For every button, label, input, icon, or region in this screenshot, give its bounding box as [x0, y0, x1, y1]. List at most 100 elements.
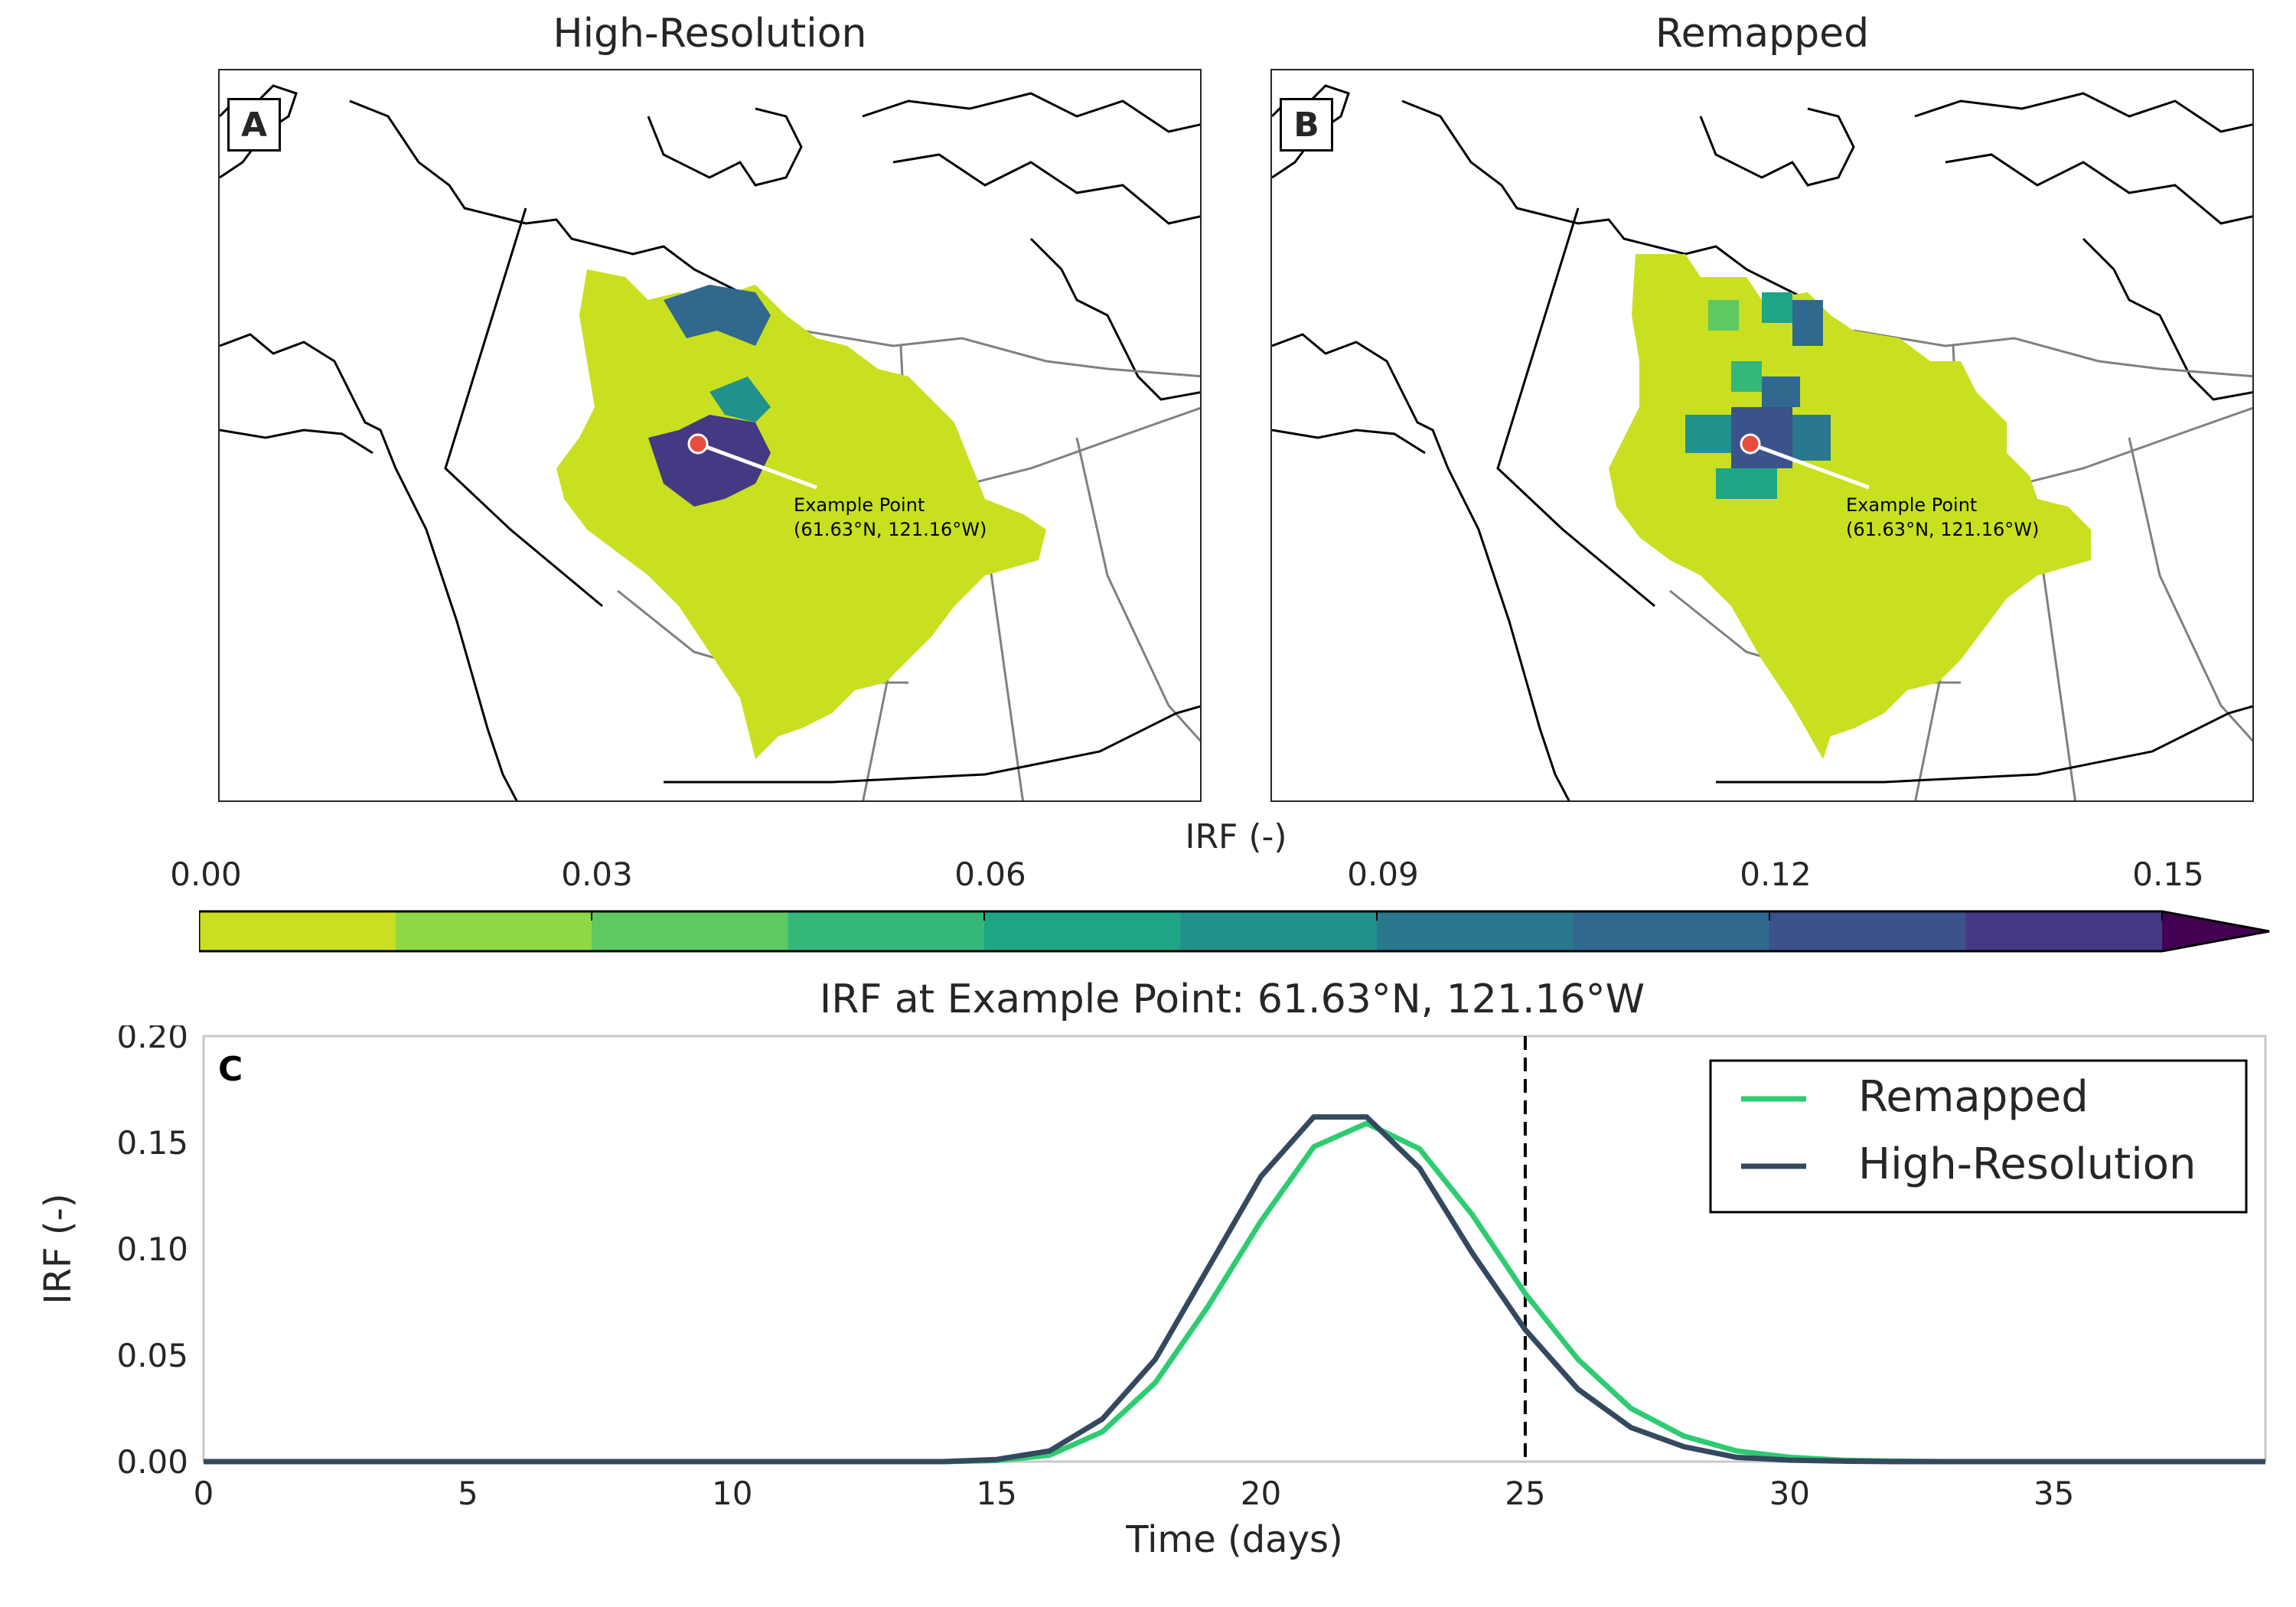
coastline	[220, 333, 518, 800]
y-axis-ticks: 0.00 0.05 0.10 0.15 0.20	[116, 1025, 188, 1481]
colorbar-segment	[1377, 911, 1574, 951]
border-line	[801, 329, 1200, 378]
basin-cell	[1685, 415, 1731, 453]
colorbar-segment	[395, 911, 592, 951]
y-tick-label: 0.15	[116, 1124, 188, 1162]
coastline	[892, 153, 1200, 225]
basin-cell	[1731, 361, 1762, 392]
x-tick-label: 15	[976, 1475, 1016, 1512]
example-point-label-line1: Example Point	[1846, 494, 1978, 516]
panel-a-title: High-Resolution	[553, 11, 867, 57]
border-line	[2036, 529, 2076, 800]
panel-b-title: Remapped	[1655, 11, 1870, 57]
colorbar-segment	[984, 911, 1181, 951]
irf-line-chart: C 0.00 0.05 0.10 0.15 0.20 0 5 10 15 20 25 30 35 IR…	[37, 1025, 2267, 1561]
colorbar-tick: 0.12	[1740, 856, 1812, 893]
colorbar-segment	[199, 911, 396, 951]
x-tick-label: 25	[1505, 1475, 1545, 1512]
legend: Remapped High-Resolution	[1709, 1059, 2248, 1214]
map-b-svg	[1272, 84, 2252, 800]
map-a-svg	[220, 84, 1200, 800]
legend-box	[1709, 1059, 2248, 1214]
colorbar-outline	[199, 910, 2270, 953]
coastline	[1272, 429, 1426, 455]
coastline	[220, 429, 373, 455]
coastline	[349, 99, 756, 302]
basin-cell	[1762, 292, 1792, 323]
basin-region	[556, 269, 1046, 759]
colorbar-tick: 0.06	[954, 856, 1026, 893]
colorbar-segment	[1769, 911, 1966, 951]
series-lines	[204, 1114, 2265, 1465]
border-line	[444, 207, 603, 608]
border-line	[983, 529, 1024, 800]
legend-label-remapped: Remapped	[1858, 1072, 2089, 1122]
example-point-label-line2: (61.63°N, 121.16°W)	[1846, 519, 2040, 540]
border-line	[1496, 207, 1655, 608]
example-point-marker	[687, 433, 709, 455]
basin-cell	[1731, 407, 1792, 468]
colorbar-segment	[1573, 911, 1770, 951]
coastline	[1029, 237, 1200, 401]
panel-label-b: B	[1280, 98, 1333, 152]
y-tick-label: 0.10	[116, 1231, 188, 1268]
y-tick-label: 0.20	[116, 1025, 188, 1055]
border-line	[664, 705, 1200, 784]
basin-cell	[1792, 415, 1831, 461]
colorbar-extend-arrow	[2162, 911, 2269, 951]
colorbar-label: IRF (-)	[1185, 817, 1287, 856]
border-line	[1853, 329, 2252, 378]
border-line	[1075, 437, 1200, 742]
basin-cell	[1792, 300, 1823, 346]
chart-title: IRF at Example Point: 61.63°N, 121.16°W	[819, 976, 1645, 1022]
basin-high-irf	[709, 376, 771, 422]
y-tick-label: 0.00	[116, 1443, 188, 1481]
basin-high-irf	[664, 285, 771, 346]
example-point-label-line1: Example Point	[794, 494, 925, 516]
border-line	[1716, 705, 2252, 784]
colorbar	[199, 910, 2270, 953]
x-tick-label: 5	[458, 1475, 478, 1512]
y-axis-label: IRF (-)	[37, 1193, 80, 1304]
colorbar-segment	[1180, 911, 1378, 951]
x-axis-ticks: 0 5 10 15 20 25 30 35	[194, 1475, 2075, 1512]
colorbar-tick: 0.03	[561, 856, 633, 893]
example-point-label: Example Point (61.63°N, 121.16°W)	[1846, 493, 2039, 542]
coastline	[1914, 92, 2252, 133]
example-point-marker	[1740, 433, 1761, 455]
coastline	[1272, 333, 1570, 800]
coastline	[647, 107, 803, 187]
panel-label-a: A	[227, 98, 281, 152]
basin-cell	[1716, 468, 1777, 499]
coastline	[1401, 99, 1808, 302]
x-tick-label: 35	[2033, 1475, 2074, 1512]
basin-cell	[1762, 376, 1800, 407]
coastline	[1699, 107, 1855, 187]
example-point-label: Example Point (61.63°N, 121.16°W)	[794, 493, 987, 542]
colorbar-tick-labels: 0.00 0.03 0.06 0.09 0.12 0.15	[0, 856, 2296, 901]
colorbar-segment	[592, 911, 788, 951]
coastline	[1945, 153, 2252, 225]
x-tick-label: 20	[1241, 1475, 1281, 1512]
x-tick-label: 30	[1769, 1475, 1810, 1512]
y-tick-label: 0.05	[116, 1337, 188, 1374]
x-axis-label: Time (days)	[1125, 1518, 1342, 1561]
basin-region	[1609, 254, 2091, 759]
colorbar-segment	[788, 911, 985, 951]
colorbar-tick: 0.15	[2132, 856, 2204, 893]
x-tick-label: 0	[194, 1475, 214, 1512]
map-panel-b: B Example Point (61.63°N, 121.16°W)	[1270, 69, 2254, 802]
legend-label-high-resolution: High-Resolution	[1858, 1139, 2197, 1189]
coastline	[862, 92, 1200, 133]
annotation-leader	[1750, 442, 1870, 490]
x-tick-label: 10	[712, 1475, 752, 1512]
example-point-label-line2: (61.63°N, 121.16°W)	[794, 519, 987, 540]
basin-cell	[1708, 300, 1739, 331]
basin-high-irf	[648, 415, 771, 507]
border-line	[2128, 437, 2252, 742]
colorbar-segment	[1965, 911, 2163, 951]
annotation-leader	[697, 442, 817, 490]
panel-label-c: C	[218, 1050, 243, 1089]
colorbar-tick: 0.09	[1347, 856, 1419, 893]
series-line-high-resolution	[204, 1114, 2265, 1465]
